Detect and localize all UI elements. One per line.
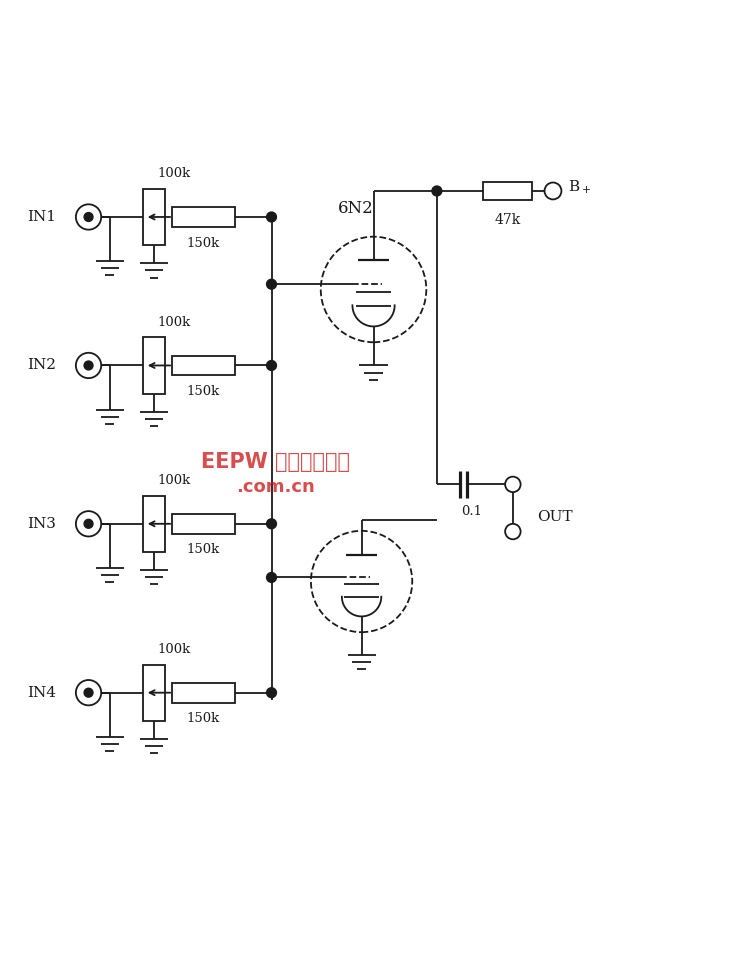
Bar: [482, 182, 532, 200]
Circle shape: [267, 361, 276, 371]
Bar: [172, 514, 235, 533]
Text: 0.1: 0.1: [462, 506, 482, 519]
Bar: [172, 355, 235, 376]
Circle shape: [545, 183, 561, 199]
Circle shape: [267, 519, 276, 528]
Circle shape: [267, 572, 276, 583]
Text: 150k: 150k: [187, 385, 220, 398]
Circle shape: [84, 212, 93, 222]
Circle shape: [432, 186, 442, 196]
Bar: [144, 495, 164, 552]
Text: IN2: IN2: [27, 358, 56, 373]
Text: 100k: 100k: [158, 474, 191, 487]
Bar: [172, 683, 235, 703]
Bar: [144, 665, 164, 721]
Circle shape: [84, 361, 93, 370]
Bar: [144, 189, 164, 245]
Circle shape: [321, 236, 427, 342]
Text: IN3: IN3: [27, 517, 56, 531]
Text: 100k: 100k: [158, 316, 191, 329]
Circle shape: [76, 204, 101, 230]
Text: 150k: 150k: [187, 544, 220, 557]
Text: 100k: 100k: [158, 643, 191, 656]
Circle shape: [84, 520, 93, 528]
Text: B$_+$: B$_+$: [569, 178, 592, 196]
Circle shape: [76, 511, 101, 536]
Text: .com.cn: .com.cn: [235, 478, 314, 495]
Circle shape: [311, 531, 412, 632]
Text: EEPW 电子产品世界: EEPW 电子产品世界: [201, 451, 350, 472]
Circle shape: [267, 279, 276, 289]
Circle shape: [76, 680, 101, 705]
Circle shape: [505, 477, 520, 492]
Bar: [172, 207, 235, 227]
Circle shape: [84, 688, 93, 697]
Circle shape: [267, 688, 276, 698]
Text: 100k: 100k: [158, 167, 191, 180]
Text: 150k: 150k: [187, 712, 220, 726]
Circle shape: [76, 353, 101, 378]
Circle shape: [505, 523, 520, 539]
Bar: [144, 338, 164, 394]
Text: 150k: 150k: [187, 236, 220, 250]
Text: IN4: IN4: [27, 686, 56, 700]
Circle shape: [267, 212, 276, 222]
Text: 47k: 47k: [494, 213, 520, 227]
Text: IN1: IN1: [27, 210, 56, 224]
Text: OUT: OUT: [537, 511, 573, 524]
Text: 6N2: 6N2: [338, 200, 374, 217]
